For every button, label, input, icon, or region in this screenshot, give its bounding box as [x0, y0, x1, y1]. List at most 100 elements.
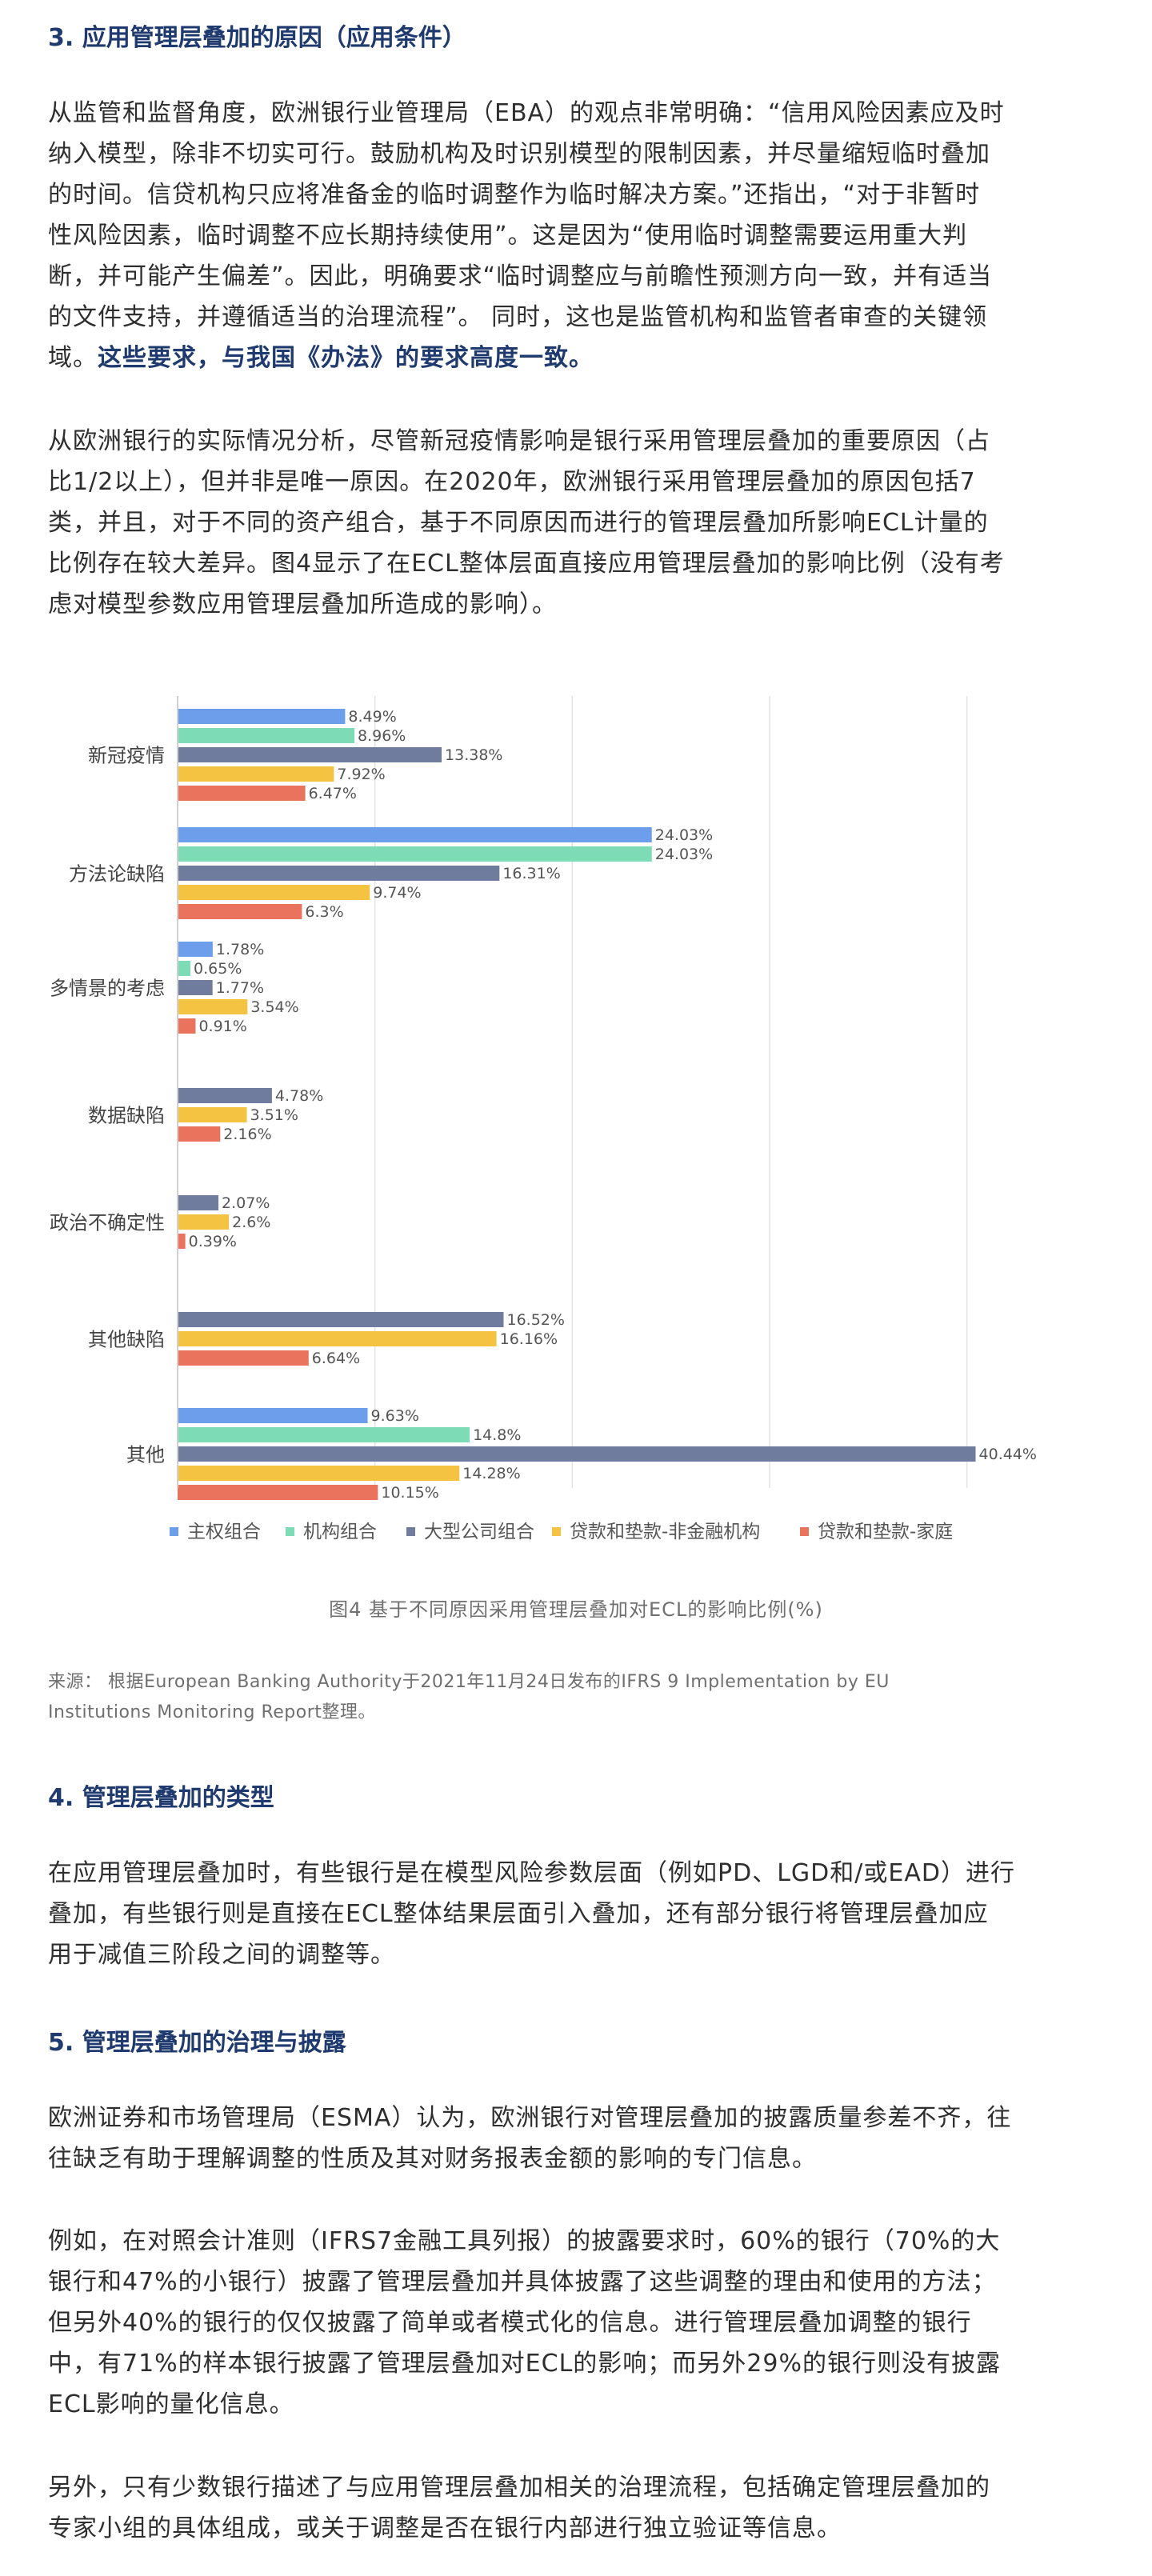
bar: [178, 1088, 272, 1103]
data-label: 40.44%: [979, 1446, 1037, 1463]
data-label: 3.54%: [250, 998, 298, 1016]
section-4-heading: 4. 管理层叠加的类型: [48, 1784, 274, 1812]
legend-swatch: [286, 1527, 294, 1536]
data-label: 2.16%: [223, 1126, 271, 1143]
section-3-heading: 3. 应用管理层叠加的原因（应用条件）: [48, 24, 466, 52]
bar: [178, 1126, 221, 1142]
section-3-paragraph-2: 从欧洲银行的实际情况分析，尽管新冠疫情影响是银行采用管理层叠加的重要原因（占 比…: [48, 421, 1104, 625]
text-line: 往缺乏有助于理解调整的性质及其对财务报表金额的影响的专门信息。: [48, 2145, 817, 2173]
text-line: 的文件支持，并遵循适当的治理流程”。 同时，这也是监管机构和监管者审查的关键领: [48, 303, 988, 331]
text-line: 在应用管理层叠加时，有些银行是在模型风险参数层面（例如PD、LGD和/或EAD）…: [48, 1859, 1015, 1887]
legend-swatch: [552, 1527, 561, 1536]
data-label: 8.96%: [358, 727, 406, 745]
text-line: 类，并且，对于不同的资产组合，基于不同原因而进行的管理层叠加所影响ECL计量的: [48, 509, 989, 537]
text-line: 叠加，有些银行则是直接在ECL整体结果层面引入叠加，还有部分银行将管理层叠加应: [48, 1900, 989, 1928]
category-label: 方法论缺陷: [69, 863, 165, 886]
legend-label: 贷款和垫款-家庭: [818, 1522, 953, 1542]
data-label: 6.47%: [309, 785, 357, 802]
data-label: 0.65%: [194, 960, 242, 978]
bar: [178, 1018, 196, 1034]
text-line: 例如，在对照会计准则（IFRS7金融工具列报）的披露要求时，60%的银行（70%…: [48, 2227, 1001, 2255]
figure-caption: 图4 基于不同原因采用管理层叠加对ECL的影响比例(%): [329, 1598, 823, 1621]
text-line: 断，并可能产生偏差”。因此，明确要求“临时调整应与前瞻性预测方向一致，并有适当: [48, 262, 993, 290]
text-line: ECL影响的量化信息。: [48, 2390, 294, 2418]
bar: [178, 980, 213, 995]
data-label: 24.03%: [655, 826, 713, 844]
legend-label: 机构组合: [303, 1522, 377, 1542]
data-label: 6.64%: [312, 1350, 360, 1367]
text-line: 性风险因素，临时调整不应长期持续使用”。这是因为“使用临时调整需要运用重大判: [48, 222, 968, 250]
section-5-paragraph-3: 另外，只有少数银行描述了与应用管理层叠加相关的治理流程，包括确定管理层叠加的 专…: [48, 2467, 1104, 2549]
bar: [178, 999, 248, 1014]
legend-label: 大型公司组合: [424, 1522, 534, 1542]
text-line: 虑对模型参数应用管理层叠加所造成的影响）。: [48, 590, 557, 618]
text-line: 比例存在较大差异。图4显示了在ECL整体层面直接应用管理层叠加的影响比例（没有考: [48, 550, 1005, 578]
text-line: 从监管和监督角度，欧洲银行业管理局（EBA）的观点非常明确：“信用风险因素应及时: [48, 99, 1005, 127]
text-line: 银行和47%的小银行）披露了管理层叠加并具体披露了这些调整的理由和使用的方法；: [48, 2268, 997, 2296]
data-label: 0.39%: [189, 1233, 237, 1250]
text-line: 用于减值三阶段之间的调整等。: [48, 1941, 395, 1969]
bar: [178, 1485, 378, 1500]
bar: [178, 1312, 504, 1327]
bar: [178, 747, 442, 762]
text-line: 中，有71%的样本银行披露了管理层叠加对ECL的影响；而另外29%的银行则没有披…: [48, 2350, 1001, 2378]
bar: [178, 1408, 368, 1423]
bar: [178, 846, 652, 862]
section-5-paragraph-2: 例如，在对照会计准则（IFRS7金融工具列报）的披露要求时，60%的银行（70%…: [48, 2221, 1104, 2425]
bar: [178, 827, 652, 842]
data-label: 14.8%: [473, 1426, 521, 1444]
legend-label: 贷款和垫款-非金融机构: [570, 1522, 760, 1542]
bar: [178, 885, 370, 900]
data-label: 2.6%: [232, 1214, 270, 1231]
category-label: 其他缺陷: [88, 1329, 165, 1351]
category-label: 新冠疫情: [88, 745, 165, 767]
bar: [178, 728, 355, 743]
data-label: 2.07%: [222, 1194, 270, 1212]
bar: [178, 1446, 976, 1462]
section-5-paragraph-1: 欧洲证券和市场管理局（ESMA）认为，欧洲银行对管理层叠加的披露质量参差不齐，往…: [48, 2098, 1104, 2179]
bar: [178, 1466, 460, 1481]
text-line: 比1/2以上），但并非是唯一原因。在2020年，欧洲银行采用管理层叠加的原因包括…: [48, 468, 976, 496]
text-line: 的时间。信贷机构只应将准备金的临时调整作为临时解决方案。”还指出，“对于非暂时: [48, 181, 981, 209]
highlighted-statement: 这些要求，与我国《办法》的要求高度一致。: [98, 344, 594, 372]
data-label: 4.78%: [275, 1087, 323, 1105]
bar: [178, 1331, 497, 1346]
text-line: 从欧洲银行的实际情况分析，尽管新冠疫情影响是银行采用管理层叠加的重要原因（占: [48, 427, 990, 455]
bar: [178, 1234, 186, 1249]
bar: [178, 1350, 309, 1366]
bar: [178, 766, 334, 782]
category-label: 多情景的考虑: [50, 978, 165, 1000]
section-4-paragraph: 在应用管理层叠加时，有些银行是在模型风险参数层面（例如PD、LGD和/或EAD）…: [48, 1853, 1104, 1975]
data-label: 16.16%: [500, 1330, 558, 1348]
bar: [178, 904, 302, 919]
text-line: 专家小组的具体组成，或关于调整是否在银行内部进行独立验证等信息。: [48, 2514, 842, 2542]
source-line: 来源： 根据European Banking Authority于2021年11…: [48, 1672, 890, 1692]
text-line: 但另外40%的银行的仅仅披露了简单或者模式化的信息。进行管理层叠加调整的银行: [48, 2309, 972, 2337]
source-line: Institutions Monitoring Report整理。: [48, 1702, 376, 1722]
section-5-heading: 5. 管理层叠加的治理与披露: [48, 2029, 346, 2057]
category-label: 政治不确定性: [50, 1212, 165, 1234]
data-label: 16.52%: [506, 1311, 564, 1329]
bar: [178, 961, 191, 976]
bar: [178, 1195, 219, 1210]
data-label: 13.38%: [445, 746, 502, 764]
text-line: 纳入模型，除非不切实可行。鼓励机构及时识别模型的限制因素，并尽量缩短临时叠加: [48, 140, 990, 168]
data-label: 24.03%: [655, 846, 713, 863]
bar: [178, 1427, 470, 1442]
text-line: 欧洲证券和市场管理局（ESMA）认为，欧洲银行对管理层叠加的披露质量参差不齐，往: [48, 2104, 1012, 2132]
data-label: 3.51%: [250, 1106, 298, 1124]
data-label: 1.78%: [216, 941, 264, 958]
data-label: 14.28%: [462, 1465, 520, 1482]
legend-swatch: [170, 1527, 178, 1536]
bar: [178, 1107, 247, 1122]
data-label: 0.91%: [198, 1018, 246, 1035]
data-label: 9.74%: [373, 884, 421, 902]
figure-source: 来源： 根据European Banking Authority于2021年11…: [48, 1667, 1104, 1728]
data-label: 7.92%: [337, 766, 385, 783]
bar-chart-svg: 新冠疫情 8.49%8.96% 13.38% 7.92% 6.47% 方法论缺陷 24.03…: [50, 696, 1037, 1542]
data-label: 1.77%: [216, 979, 264, 997]
bar: [178, 1214, 230, 1230]
bar: [178, 786, 306, 801]
legend-swatch: [406, 1527, 415, 1536]
